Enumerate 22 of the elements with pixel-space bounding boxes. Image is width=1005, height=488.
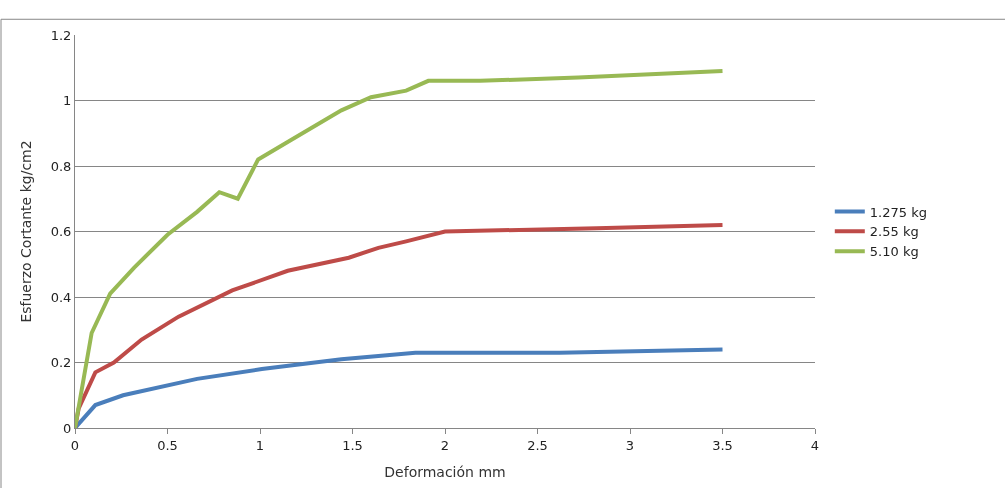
legend-label: 1.275 kg [869,204,927,220]
x-tick-label: 3.5 [712,437,733,453]
line-series [75,347,725,428]
line-series [75,69,725,428]
y-tick-label: 1.2 [50,27,72,43]
x-axis-title: Deformación mm [384,463,506,480]
x-tick-label: 1.5 [342,437,363,453]
x-tick-label: 0.5 [157,437,178,453]
y-tick-label: 0.8 [50,158,72,174]
x-tick-label: 2 [440,437,450,453]
y-axis-title: Esfuerzo Cortante kg/cm2 [18,140,35,323]
x-tick-label: 3 [625,437,635,453]
y-tick-label: 0.2 [50,355,72,371]
y-tick-label: 1 [63,93,72,109]
y-tick-label: 0 [63,420,72,436]
x-tick-label: 2.5 [527,437,548,453]
x-tick-label: 4 [810,437,820,453]
legend-label: 5.10 kg [869,244,919,260]
y-tick-label: 0.6 [50,224,72,240]
x-tick-label: 1 [255,437,265,453]
legend-label: 2.55 kg [869,224,919,240]
y-tick-label: 0.4 [50,289,72,305]
